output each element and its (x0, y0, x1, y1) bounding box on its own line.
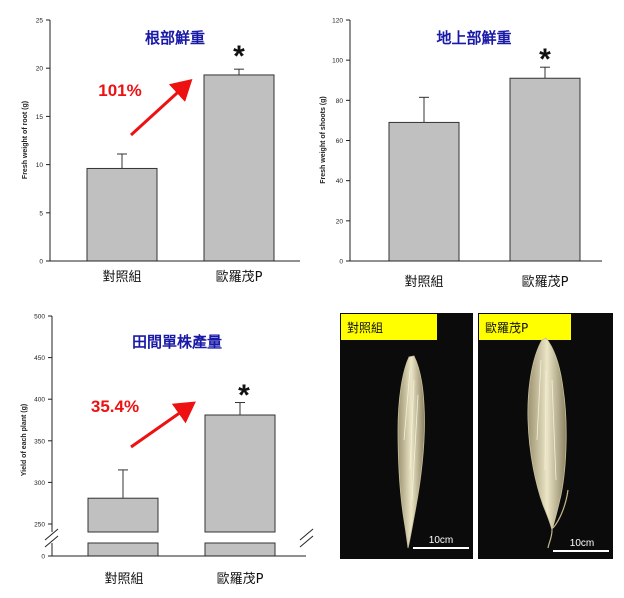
increase-percent-label: 35.4% (91, 397, 139, 416)
chart-yield-per-plant: 田間單株產量 Yield of each plant (g) 0 250 300 35… (21, 314, 314, 587)
bar-upper-segment (204, 414, 276, 533)
y-tick-label: 20 (36, 66, 44, 73)
chart-title: 田間單株產量 (132, 333, 222, 351)
y-tick-label: 350 (34, 438, 45, 445)
bar (86, 167, 158, 262)
category-label: 歐羅茂P (522, 275, 569, 290)
chart-shoot-weight: 地上部鮮重 Fresh weight of shoots (g) 0 20 40 60… (320, 18, 602, 290)
y-tick-label: 25 (36, 18, 44, 25)
bar (388, 121, 460, 262)
y-tick-label: 250 (34, 522, 45, 529)
y-tick-label: 0 (339, 259, 343, 266)
y-tick-label: 40 (336, 178, 344, 185)
y-tick-label: 400 (34, 397, 45, 404)
y-axis-label: Yield of each plant (g) (21, 404, 28, 476)
y-tick-label: 5 (39, 210, 43, 217)
significance-asterisk: * (238, 379, 250, 412)
y-tick-label: 15 (36, 114, 44, 121)
y-tick-label: 450 (34, 355, 45, 362)
axis-break-mark (299, 535, 314, 548)
significance-asterisk: * (233, 40, 245, 73)
photo-label-control: 對照組 (347, 321, 383, 335)
scale-bar-label: 10cm (429, 535, 453, 546)
scale-bar-label: 10cm (570, 538, 594, 549)
bar (203, 74, 275, 262)
root-texture (403, 369, 419, 501)
y-tick-label: 300 (34, 480, 45, 487)
bar-lower-segment (204, 542, 276, 557)
category-label: 歐羅茂P (217, 572, 264, 587)
y-tick-label: 500 (34, 314, 45, 321)
photo-label-treatment: 歐羅茂P (485, 320, 528, 335)
y-axis-label: Fresh weight of root (g) (22, 101, 29, 179)
increase-percent-label: 101% (98, 81, 141, 100)
y-axis-label: Fresh weight of shoots (g) (320, 96, 327, 184)
chart-title: 地上部鮮重 (436, 29, 511, 47)
y-tick-label: 60 (336, 138, 344, 145)
y-tick-label: 20 (336, 218, 344, 225)
chart-root-weight: 根部鮮重 Fresh weight of root (g) 0 5 10 15 20 25… (22, 18, 300, 285)
y-tick-label: 120 (332, 18, 343, 25)
bar-lower-segment (87, 542, 159, 557)
root-tail (547, 489, 569, 549)
axis-break-mark (44, 528, 59, 541)
bar-upper-segment (87, 497, 159, 533)
photo-label-bg (341, 314, 437, 340)
y-tick-label: 0 (41, 554, 45, 561)
axis-break-mark (44, 535, 59, 548)
category-label: 對照組 (102, 270, 141, 285)
root-photo-panel: 對照組 歐羅茂P 10cm 10cm (340, 313, 613, 559)
category-label: 對照組 (104, 572, 143, 587)
axis-break-mark (299, 528, 314, 541)
y-tick-label: 100 (332, 58, 343, 65)
significance-asterisk: * (539, 43, 551, 76)
y-tick-label: 10 (36, 162, 44, 169)
increase-arrow (129, 78, 193, 137)
category-label: 對照組 (404, 275, 443, 290)
category-label: 歐羅茂P (216, 270, 263, 285)
root-texture (536, 359, 557, 481)
bar (509, 77, 581, 262)
chart-title: 根部鮮重 (145, 29, 205, 47)
y-tick-label: 0 (39, 259, 43, 266)
y-tick-label: 80 (336, 98, 344, 105)
increase-arrow (130, 401, 196, 449)
photo-label-bg (479, 314, 571, 340)
